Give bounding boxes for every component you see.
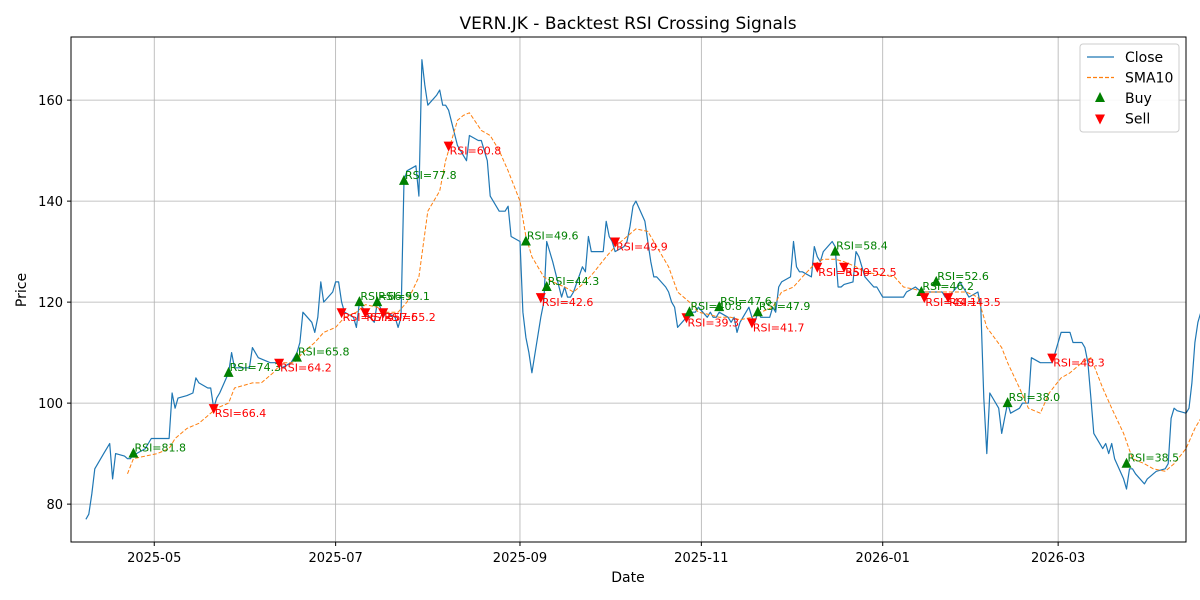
x-tick-label: 2025-07 [308, 551, 362, 566]
buy-signal-marker [752, 306, 763, 317]
buy-signal-marker [399, 174, 410, 185]
axes: 2025-05 2025-07 2025-09 2025-11 2026-01 2026-… [38, 94, 1085, 566]
sell-signal-label: RSI=67.5 [343, 311, 395, 324]
buy-signal-label: RSI=81.8 [134, 442, 186, 455]
buy-signal-label: RSI=58.4 [836, 240, 888, 253]
buy-signal-label: RSI=38.0 [1009, 391, 1061, 404]
buy-signal-marker [830, 245, 841, 256]
sell-signal-marker [274, 358, 285, 369]
y-tick-label: 80 [46, 498, 63, 513]
sell-signal-label: RSI=42.6 [542, 296, 594, 309]
sell-signal-marker [535, 293, 546, 304]
buy-signal-marker [931, 275, 942, 286]
sell-signal-label: RSI=48.3 [1053, 357, 1105, 370]
sell-signal-label: RSI=60.8 [450, 145, 502, 158]
buy-signal-marker [520, 235, 531, 246]
buy-signal-marker [372, 296, 383, 307]
sell-signal-marker [360, 308, 371, 319]
legend-label-sma: SMA10 [1125, 71, 1173, 87]
sell-signal-label: RSI=41.7 [753, 321, 805, 334]
sell-signal-marker [943, 293, 954, 304]
buy-signal-marker [1002, 397, 1013, 408]
x-axis-label: Date [611, 570, 644, 586]
y-tick-label: 140 [38, 195, 63, 210]
sell-signal-label: RSI=44.1 [925, 296, 977, 309]
buy-signal-label: RSI=59.1 [378, 290, 430, 303]
sell-signal-label: RSI=66.4 [215, 407, 267, 420]
chart-title: VERN.JK - Backtest RSI Crossing Signals [459, 14, 796, 34]
buy-signal-marker [541, 280, 552, 291]
buy-signal-marker [223, 366, 234, 377]
buy-signal-marker [1121, 457, 1132, 468]
sell-signal-marker [1047, 353, 1058, 364]
buy-signal-marker [291, 351, 302, 362]
sell-signal-label: RSI=64.2 [280, 362, 332, 375]
sell-signal-marker [839, 262, 850, 273]
legend-label-buy: Buy [1125, 91, 1152, 107]
buy-signal-marker [684, 306, 695, 317]
legend: Close SMA10 Buy Sell [1079, 43, 1180, 133]
y-tick-label: 160 [38, 94, 63, 109]
legend-label-close: Close [1125, 50, 1163, 66]
sell-signal-label: RSI=39.3 [687, 316, 739, 329]
close-series-line [85, 59, 1200, 520]
buy-signal-label: RSI=52.6 [937, 270, 989, 283]
buy-signal-label: RSI=44.3 [548, 275, 600, 288]
sma-series-line [127, 112, 1200, 474]
sell-signal-marker [610, 237, 621, 248]
plot-frame [70, 36, 1187, 543]
buy-signal-label: RSI=66.9 [360, 290, 412, 303]
x-tick-label: 2025-11 [674, 551, 728, 566]
legend-box [1079, 43, 1180, 133]
sell-signal-marker [336, 308, 347, 319]
sell-signal-marker [746, 318, 757, 329]
grid [71, 37, 1186, 542]
x-tick-label: 2025-09 [493, 551, 547, 566]
sell-signal-marker [919, 293, 930, 304]
legend-label-sell: Sell [1125, 112, 1150, 128]
sell-signal-label: RSI=49.9 [616, 241, 668, 254]
buy-signal-marker [714, 301, 725, 312]
y-tick-label: 100 [38, 397, 63, 412]
sell-signal-label: RSI=43.5 [949, 296, 1001, 309]
buy-signal-label: RSI=77.8 [405, 169, 457, 182]
x-tick-label: 2026-01 [856, 551, 910, 566]
buy-signal-label: RSI=47.9 [759, 300, 811, 313]
legend-swatch-buy [1095, 92, 1105, 102]
y-tick-label: 120 [38, 296, 63, 311]
buy-signal-marker [128, 447, 139, 458]
buy-signal-label: RSI=65.8 [298, 346, 350, 359]
sell-signal-label: RSI=57.6 [366, 311, 418, 324]
sell-signal-marker [443, 141, 454, 152]
sell-signal-marker [812, 262, 823, 273]
legend-swatch-sell [1095, 114, 1105, 125]
sell-signal-label: RSI=52.5 [845, 266, 897, 279]
buy-signal-label: RSI=49.6 [527, 230, 579, 243]
buy-signal-label: RSI=40.8 [690, 300, 742, 313]
buy-signal-label: RSI=74.3 [230, 361, 282, 374]
sell-signal-label: RSI=55.2 [384, 311, 436, 324]
buy-signal-marker [354, 296, 365, 307]
x-tick-label: 2025-05 [127, 551, 181, 566]
buy-signal-label: RSI=38.5 [1128, 452, 1180, 465]
sell-signal-marker [378, 308, 389, 319]
buy-signal-label: RSI=47.6 [720, 295, 772, 308]
sell-signal-marker [208, 404, 219, 415]
y-axis-label: Price [14, 273, 30, 307]
x-tick-label: 2026-03 [1031, 551, 1085, 566]
